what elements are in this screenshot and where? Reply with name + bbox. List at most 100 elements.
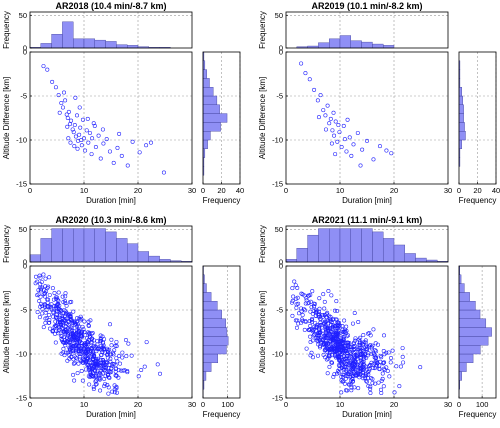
scatter-point xyxy=(118,361,123,366)
scatter-point xyxy=(361,376,366,381)
scatter-point xyxy=(56,329,61,334)
scatter-point xyxy=(371,157,376,162)
scatter-point xyxy=(336,348,341,353)
scatter-point xyxy=(322,306,327,311)
scatter-point xyxy=(66,109,71,114)
scatter-point xyxy=(350,379,355,384)
scatter-point xyxy=(304,346,309,351)
top-hist-bar xyxy=(62,228,74,263)
scatter-point xyxy=(370,343,375,348)
scatter-point xyxy=(91,344,96,349)
scatter-point xyxy=(98,353,103,358)
scatter-point xyxy=(331,335,336,340)
scatter-point xyxy=(117,353,122,358)
scatter-point xyxy=(85,339,90,344)
scatter-point xyxy=(100,371,105,376)
scatter-point xyxy=(335,322,340,327)
scatter-point xyxy=(93,382,98,387)
scatter-point xyxy=(309,305,314,310)
scatter-point xyxy=(83,354,88,359)
scatter-point xyxy=(418,365,423,370)
scatter-point xyxy=(65,332,70,337)
scatter-point xyxy=(109,343,114,348)
scatter-point xyxy=(51,314,56,319)
scatter-point xyxy=(317,306,322,311)
top-hist-tick-label: 50 xyxy=(19,225,27,234)
scatter-point xyxy=(73,95,78,100)
scatter-point xyxy=(332,372,337,377)
scatter-point xyxy=(109,337,114,342)
top-hist-bar xyxy=(116,238,128,263)
scatter-point xyxy=(76,138,81,143)
scatter-point xyxy=(309,350,314,355)
right-hist-bar xyxy=(202,69,207,79)
scatter-point xyxy=(329,293,334,298)
scatter-point xyxy=(64,112,69,117)
y-tick-label: -10 xyxy=(272,350,283,359)
scatter-point xyxy=(397,384,402,389)
scatter-point xyxy=(112,390,117,395)
scatter-point xyxy=(296,301,301,306)
scatter-point xyxy=(70,338,75,343)
scatter-point xyxy=(40,303,45,308)
top-hist-bar xyxy=(328,38,341,49)
scatter-point xyxy=(80,378,85,383)
scatter-point xyxy=(334,317,339,322)
scatter-point xyxy=(74,113,79,118)
scatter-point xyxy=(330,353,335,358)
panel-title: AR2020 (10.3 min/-8.6 km) xyxy=(55,215,166,225)
scatter-point xyxy=(377,366,382,371)
scatter-point xyxy=(87,332,92,337)
scatter-point xyxy=(339,390,344,395)
scatter-point xyxy=(86,140,91,145)
scatter-point xyxy=(47,320,52,325)
scatter-point xyxy=(125,369,130,374)
scatter-point xyxy=(80,117,85,122)
scatter-point xyxy=(322,319,327,324)
scatter-point xyxy=(72,360,77,365)
scatter-point xyxy=(400,346,405,351)
scatter-point xyxy=(44,308,49,313)
scatter-point xyxy=(52,304,57,309)
scatter-point xyxy=(109,366,114,371)
right-hist-bar xyxy=(202,139,208,150)
scatter-point xyxy=(73,134,78,139)
scatter-point xyxy=(312,332,317,337)
scatter-point xyxy=(101,141,106,146)
scatter-point xyxy=(294,325,299,330)
scatter-point xyxy=(77,354,82,359)
scatter-point xyxy=(50,79,55,84)
top-hist-bar xyxy=(350,40,362,49)
scatter-point xyxy=(148,140,153,145)
scatter-point xyxy=(355,362,360,367)
scatter-point xyxy=(65,124,70,129)
right-hist-bar xyxy=(202,283,207,293)
scatter-point xyxy=(358,365,363,370)
scatter-point xyxy=(384,148,389,153)
right-hist-bar xyxy=(202,309,222,320)
right-hist-bar xyxy=(202,353,219,364)
scatter-point xyxy=(330,330,335,335)
scatter-point xyxy=(306,293,311,298)
scatter-point xyxy=(83,359,88,364)
scatter-point xyxy=(330,128,335,133)
scatter-point xyxy=(309,318,314,323)
scatter-point xyxy=(332,349,337,354)
right-hist-bar xyxy=(202,371,207,381)
scatter-point xyxy=(341,348,346,353)
scatter-point xyxy=(372,355,377,360)
right-hist-bar xyxy=(202,95,218,106)
top-hist-bar xyxy=(83,228,96,263)
scatter-point xyxy=(63,309,68,314)
top-hist-bar xyxy=(361,41,373,49)
scatter-point xyxy=(47,275,52,280)
scatter-point xyxy=(292,279,297,284)
top-hist-bar xyxy=(94,39,106,49)
scatter-point xyxy=(331,374,336,379)
scatter-point xyxy=(337,363,342,368)
scatter-point xyxy=(363,338,368,343)
scatter-point xyxy=(378,353,383,358)
scatter-point xyxy=(120,355,125,360)
scatter-point xyxy=(60,294,65,299)
y-axis-label: Altitude Difference [km] xyxy=(258,77,267,160)
